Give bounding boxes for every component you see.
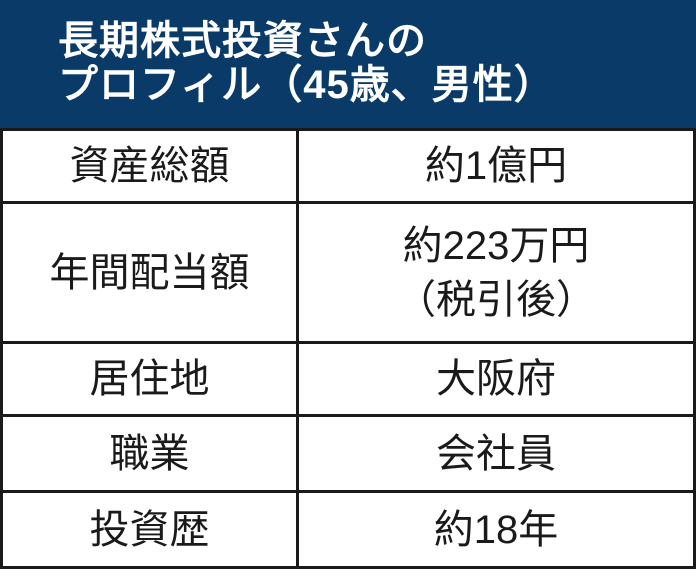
table-row: 資産総額 約1億円 [0, 128, 696, 204]
row-value: 約1億円 [296, 128, 696, 204]
profile-table: 資産総額 約1億円 年間配当額 約223万円 （税引後） 居住地 大阪府 職業 … [0, 128, 696, 569]
row-label: 投資歴 [0, 490, 299, 569]
table-row: 投資歴 約18年 [0, 490, 696, 569]
row-label: 年間配当額 [0, 201, 299, 344]
row-label: 資産総額 [0, 128, 299, 204]
row-label: 職業 [0, 414, 299, 493]
row-value: 大阪府 [296, 341, 696, 417]
header-title-line2: プロフィル（45歳、男性） [58, 63, 555, 107]
profile-header-banner: 長期株式投資さんの プロフィル（45歳、男性） [0, 0, 696, 128]
row-value: 約18年 [296, 490, 696, 569]
row-value: 会社員 [296, 414, 696, 493]
row-value: 約223万円 （税引後） [296, 201, 696, 344]
table-row: 居住地 大阪府 [0, 341, 696, 417]
table-row: 職業 会社員 [0, 414, 696, 493]
row-label: 居住地 [0, 341, 299, 417]
header-title-line1: 長期株式投資さんの [58, 19, 427, 63]
table-row: 年間配当額 約223万円 （税引後） [0, 201, 696, 344]
